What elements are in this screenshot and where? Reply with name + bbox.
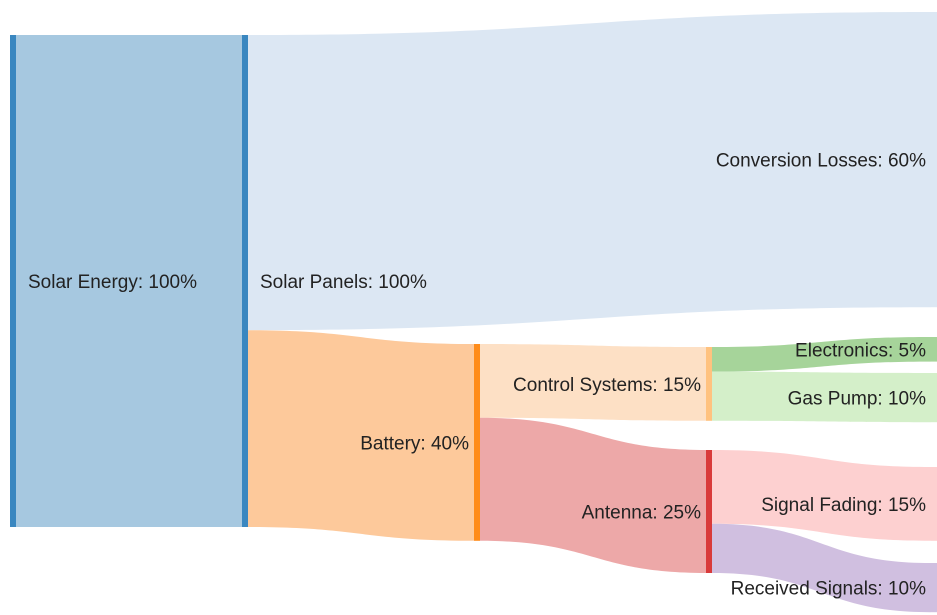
node (706, 347, 712, 421)
links (16, 12, 931, 613)
link (480, 344, 706, 421)
node (10, 35, 16, 527)
link (480, 417, 706, 573)
node (931, 373, 937, 423)
node-label: Control Systems: 15% (513, 375, 701, 396)
node (474, 344, 480, 541)
node-label: Signal Fading: 15% (761, 495, 926, 516)
node (931, 12, 937, 308)
node (931, 563, 937, 613)
node (706, 450, 712, 573)
link (712, 450, 931, 541)
node (242, 35, 248, 527)
node-label: Received Signals: 10% (731, 579, 926, 600)
node-label: Electronics: 5% (795, 340, 926, 361)
link (712, 337, 931, 372)
link (16, 35, 242, 527)
node-label: Conversion Losses: 60% (716, 151, 926, 172)
link (712, 371, 931, 423)
node-label: Antenna: 25% (582, 503, 701, 524)
link (248, 12, 931, 331)
node-label: Solar Panels: 100% (260, 272, 427, 293)
node-label: Gas Pump: 10% (788, 389, 926, 410)
node (931, 337, 937, 362)
node (931, 467, 937, 541)
link (712, 523, 931, 613)
labels: Solar Energy: 100% Solar Panels: 100% Conv… (28, 151, 926, 600)
node-label: Battery: 40% (360, 433, 469, 454)
node-label: Solar Energy: 100% (28, 272, 197, 293)
nodes (10, 12, 937, 613)
link (248, 330, 474, 541)
